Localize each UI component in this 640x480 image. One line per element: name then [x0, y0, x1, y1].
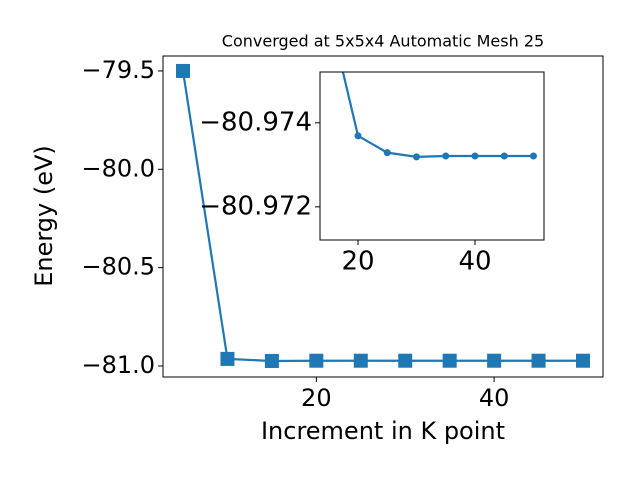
line — [341, 72, 534, 158]
marker — [576, 353, 590, 368]
marker — [413, 153, 421, 161]
marker — [398, 353, 413, 368]
plot-area — [176, 63, 590, 368]
y-tick-label: −80.972 — [199, 191, 312, 221]
line — [181, 70, 583, 363]
marker — [531, 353, 546, 368]
chart-title: Converged at 5x5x4 Automatic Mesh 25 — [222, 32, 544, 51]
marker — [383, 149, 391, 157]
marker — [354, 132, 362, 140]
marker — [264, 353, 279, 368]
marker — [325, 8, 332, 15]
marker — [471, 152, 479, 160]
y-axis-label: Energy (eV) — [30, 145, 58, 287]
axes-frame — [319, 71, 545, 241]
plot-area — [325, 8, 537, 161]
x-tick-label: 40 — [458, 247, 491, 277]
x-tick-label: 20 — [301, 384, 332, 412]
marker — [442, 152, 450, 160]
marker — [309, 353, 324, 368]
marker — [220, 351, 235, 366]
y-tick-label: −79.5 — [81, 56, 155, 84]
marker — [176, 63, 190, 78]
marker — [529, 152, 537, 160]
x-tick-label: 40 — [479, 384, 510, 412]
marker — [487, 353, 502, 368]
y-tick-label: −81.0 — [81, 351, 155, 379]
marker — [353, 353, 368, 368]
x-axis-label: Increment in K point — [261, 417, 505, 445]
y-tick-label: −80.5 — [81, 253, 155, 281]
marker — [500, 152, 508, 160]
axes-frame — [162, 55, 604, 378]
marker — [442, 353, 457, 368]
x-tick-label: 20 — [341, 247, 374, 277]
y-tick-label: −80.974 — [199, 107, 312, 137]
y-tick-label: −80.0 — [81, 154, 155, 182]
